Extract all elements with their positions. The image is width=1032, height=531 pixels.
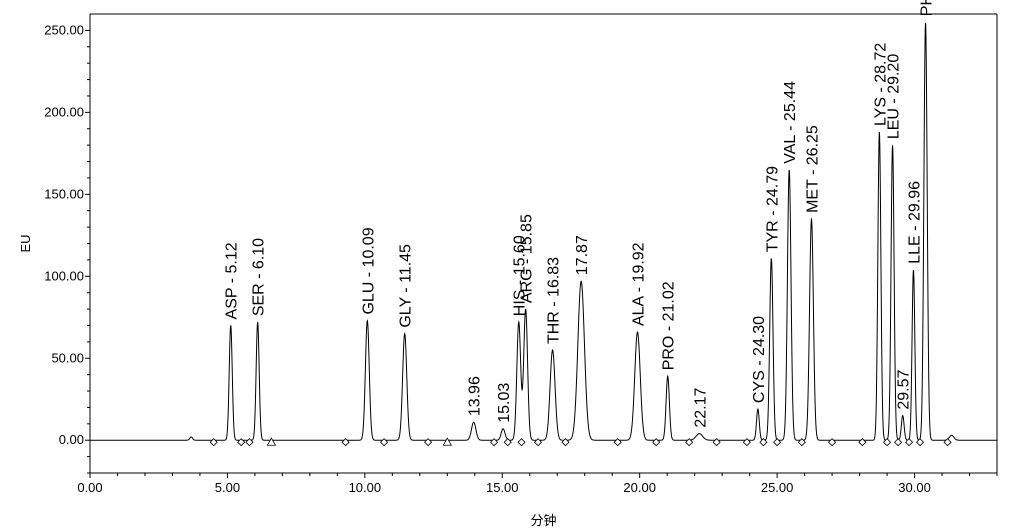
baseline-diamond-marker xyxy=(828,438,837,447)
y-tick-label: 0.00 xyxy=(59,432,84,447)
baseline-diamond-marker xyxy=(652,438,661,447)
baseline-diamond-marker xyxy=(533,438,543,447)
peak-label: ASP - 5.12 xyxy=(224,242,241,319)
x-tick-label: 15.00 xyxy=(486,480,519,495)
x-tick-label: 30.00 xyxy=(898,480,931,495)
baseline-diamond-marker xyxy=(893,438,903,447)
baseline-triangle-marker xyxy=(266,437,277,446)
peak-label: 15.03 xyxy=(496,383,513,423)
y-tick-label: 200.00 xyxy=(44,104,84,119)
baseline-diamond-marker xyxy=(503,438,512,447)
baseline-diamond-marker xyxy=(759,438,768,447)
y-tick-label: 100.00 xyxy=(44,268,84,283)
tick-layer: 0.00 50.00 100.00 150.00 200.00 250.00 0.00 5.0… xyxy=(44,22,998,495)
peak-label-layer: ASP - 5.12 SER - 6.10 GLU - 10.09 GLY - 11.… xyxy=(224,0,936,428)
y-tick-label: 150.00 xyxy=(44,186,84,201)
x-tick-label: 0.00 xyxy=(77,480,102,495)
peak-label: GLY - 11.45 xyxy=(398,244,415,328)
x-tick-label: 5.00 xyxy=(215,480,240,495)
y-axis-title: EU xyxy=(18,234,33,252)
baseline-diamond-marker xyxy=(915,438,925,447)
baseline-diamond-marker xyxy=(797,438,806,447)
peak-label: SER - 6.10 xyxy=(251,238,268,316)
peak-label: PRO - 21.02 xyxy=(661,281,678,370)
baseline-diamond-marker xyxy=(858,438,867,447)
baseline-diamond-marker xyxy=(943,438,952,447)
x-axis-title: 分钟 xyxy=(530,513,556,528)
baseline-diamond-marker xyxy=(423,438,433,447)
peak-label: HIS - 15.60 xyxy=(512,235,529,316)
x-tick-label: 20.00 xyxy=(623,480,656,495)
baseline-diamond-marker xyxy=(341,438,350,447)
y-tick-label: 250.00 xyxy=(44,22,84,37)
baseline-diamond-marker xyxy=(489,438,499,447)
baseline-diamond-marker xyxy=(245,438,254,447)
peak-label: ALA - 19.92 xyxy=(630,242,647,326)
baseline-diamond-marker xyxy=(380,438,389,447)
baseline-diamond-marker xyxy=(742,438,751,447)
peak-label: TYR - 24.79 xyxy=(764,166,781,252)
baseline-diamond-marker xyxy=(613,438,622,447)
baseline-diamond-marker xyxy=(712,438,721,447)
baseline-diamond-marker xyxy=(517,438,526,447)
peak-label: MET - 26.25 xyxy=(804,125,821,213)
baseline-diamond-marker xyxy=(685,438,694,447)
peak-label: VAL - 25.44 xyxy=(782,81,799,164)
peak-label: 17.87 xyxy=(574,235,591,275)
x-tick-label: 10.00 xyxy=(349,480,382,495)
peak-label: LEU - 29.20 xyxy=(886,54,903,139)
baseline-diamond-marker xyxy=(773,438,782,447)
baseline-diamond-marker xyxy=(904,438,914,447)
baseline-marker-layer xyxy=(209,437,952,447)
x-tick-label: 25.00 xyxy=(761,480,794,495)
y-tick-label: 50.00 xyxy=(51,350,84,365)
peak-label: CYS - 24.30 xyxy=(751,316,768,403)
peak-label: PHE - 30.40 xyxy=(919,0,936,16)
peak-label: ARG - 15.85 xyxy=(519,214,536,303)
peak-label: LLE - 29.96 xyxy=(906,181,923,264)
baseline-diamond-marker xyxy=(209,438,218,447)
peak-label: 29.57 xyxy=(896,369,913,409)
peak-label: LYS - 28.72 xyxy=(872,43,889,126)
peak-label: 13.96 xyxy=(467,376,484,416)
baseline-diamond-marker xyxy=(882,438,892,447)
baseline-diamond-marker xyxy=(237,438,246,447)
baseline-triangle-marker xyxy=(442,437,452,446)
chromatogram-trace xyxy=(90,22,997,441)
peak-label: 22.17 xyxy=(692,388,709,428)
peak-label: THR - 16.83 xyxy=(546,257,563,344)
peak-label: GLU - 10.09 xyxy=(360,227,377,314)
baseline-diamond-marker xyxy=(561,438,570,447)
